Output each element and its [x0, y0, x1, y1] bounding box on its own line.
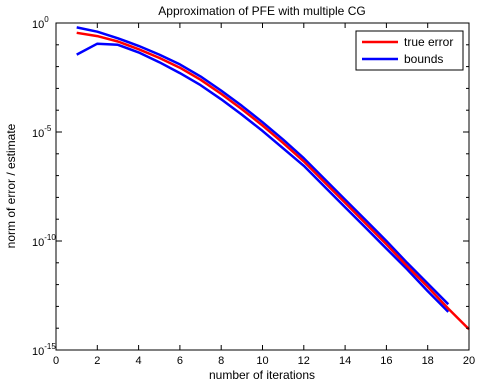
x-tick-label: 2: [94, 355, 100, 367]
y-tick-label: 10-5: [32, 124, 52, 140]
bounds-upper-line: [76, 26, 450, 306]
legend-label: true error: [404, 35, 453, 49]
true-error-line: [76, 31, 470, 331]
y-tick-base: 10: [32, 237, 44, 249]
y-tick-label: 10-10: [32, 233, 56, 249]
y-axis-label: norm of error / estimate: [4, 123, 18, 248]
legend-box: [355, 30, 464, 71]
legend: true error bounds: [355, 30, 464, 71]
x-tick-label: 12: [298, 355, 310, 367]
chart-title: Approximation of PFE with multiple CG: [158, 4, 365, 18]
y-tick-base: 10: [32, 19, 44, 31]
y-tick-exponent: -10: [44, 233, 56, 242]
x-tick-label: 10: [256, 355, 268, 367]
bounds-lower-line: [76, 42, 450, 313]
y-tick-base: 10: [32, 128, 44, 140]
y-tick-base: 10: [32, 346, 44, 358]
y-tick-exponent: 0: [44, 15, 49, 24]
x-tick-label: 6: [177, 355, 183, 367]
x-tick-label: 4: [136, 355, 142, 367]
x-tick-label: 18: [422, 355, 434, 367]
y-tick-exponent: -5: [44, 124, 52, 133]
x-tick-label: 16: [380, 355, 392, 367]
x-tick-label: 0: [53, 355, 59, 367]
y-tick-label: 10-15: [32, 342, 56, 358]
series-layer: [76, 26, 470, 331]
legend-label: bounds: [404, 52, 443, 66]
y-tick-label: 100: [32, 15, 49, 31]
x-tick-label: 14: [339, 355, 351, 367]
y-tick-exponent: -15: [44, 342, 56, 351]
plot-area: [56, 23, 469, 350]
x-axis-label: number of iterations: [209, 368, 315, 382]
x-tick-label: 8: [218, 355, 224, 367]
x-axis: 0 2 4 6 8 10 12 14 16 18 20: [53, 23, 475, 367]
x-tick-label: 20: [463, 355, 475, 367]
